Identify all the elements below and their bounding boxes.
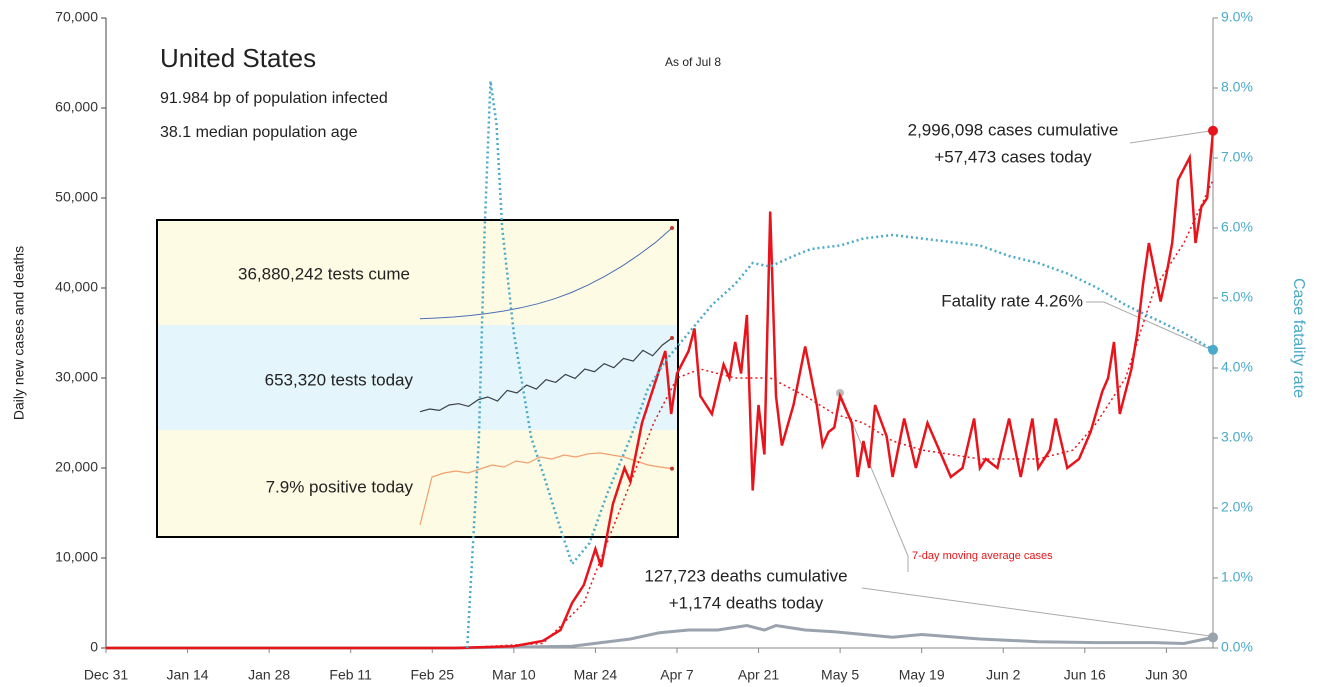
inset-line	[419, 227, 673, 320]
y-tick-label: 60,000	[55, 99, 98, 115]
y2-axis-label: Case fatality rate	[1290, 278, 1307, 398]
annotation: +57,473 cases today	[934, 147, 1092, 166]
subtitle: 38.1 median population age	[160, 124, 358, 141]
x-tick-label: Apr 7	[660, 667, 694, 683]
y2-tick-label: 1.0%	[1221, 569, 1253, 585]
inset-label: 653,320 tests today	[265, 370, 414, 389]
y-tick-label: 0	[90, 639, 98, 655]
inset-line	[419, 337, 673, 413]
series-line	[106, 130, 1215, 650]
x-tick-label: Jan 14	[167, 667, 209, 683]
inset-band	[157, 220, 678, 325]
x-tick-label: Jun 16	[1064, 667, 1106, 683]
y-tick-label: 20,000	[55, 459, 98, 475]
inset-band	[157, 325, 678, 430]
date-note: As of Jul 8	[665, 55, 721, 69]
x-tick-label: May 5	[821, 667, 859, 683]
y-tick-label: 30,000	[55, 369, 98, 385]
leader-line	[1129, 130, 1211, 144]
annotation: 2,996,098 cases cumulative	[908, 120, 1119, 139]
annotation: +1,174 deaths today	[669, 593, 824, 612]
y-tick-label: 10,000	[55, 549, 98, 565]
inset-end-dot	[670, 336, 674, 340]
end-dot	[1208, 344, 1218, 355]
annotation: 7-day moving average cases	[912, 550, 1053, 562]
annotation: Fatality rate 4.26%	[941, 291, 1083, 310]
x-tick-label: Feb 25	[410, 667, 454, 683]
x-tick-label: Feb 11	[329, 667, 372, 683]
y2-tick-label: 4.0%	[1221, 359, 1253, 375]
inset-frame	[156, 219, 679, 538]
series-line	[465, 80, 1214, 649]
leader-line	[861, 587, 1211, 637]
y2-tick-label: 0.0%	[1221, 639, 1253, 655]
series-line	[106, 623, 1214, 650]
x-tick-label: Jan 28	[248, 667, 290, 683]
y2-tick-label: 2.0%	[1221, 499, 1253, 515]
y2-tick-label: 8.0%	[1221, 79, 1253, 95]
inset-line	[419, 452, 673, 526]
x-tick-label: May 19	[899, 667, 945, 683]
inset-end-dot	[670, 466, 674, 471]
inset-band	[157, 430, 678, 537]
annotation: 127,723 deaths cumulative	[644, 566, 847, 585]
leader-line	[1086, 301, 1211, 350]
inset-label: 36,880,242 tests cume	[238, 264, 410, 283]
y2-tick-label: 6.0%	[1221, 219, 1253, 235]
end-dot	[1208, 125, 1218, 136]
y2-tick-label: 7.0%	[1221, 149, 1253, 165]
subtitle: 91.984 bp of population infected	[160, 90, 388, 107]
x-tick-label: Mar 10	[492, 667, 536, 683]
y2-tick-label: 5.0%	[1221, 289, 1253, 305]
chart-title: United States	[160, 43, 316, 73]
x-tick-label: Jun 30	[1145, 667, 1187, 683]
inset-end-dot	[670, 226, 674, 230]
inset-label: 7.9% positive today	[266, 477, 414, 496]
x-tick-label: Jun 2	[986, 667, 1020, 683]
y2-tick-label: 3.0%	[1221, 429, 1253, 445]
y2-tick-label: 9.0%	[1221, 9, 1253, 25]
y-tick-label: 70,000	[55, 9, 98, 25]
end-dot	[1208, 632, 1218, 643]
y-tick-label: 50,000	[55, 189, 98, 205]
x-tick-label: Apr 21	[738, 667, 779, 683]
y-tick-label: 40,000	[55, 279, 98, 295]
x-tick-label: Dec 31	[84, 667, 129, 683]
x-tick-label: Mar 24	[574, 667, 618, 683]
y-axis-label: Daily new cases and deaths	[11, 246, 27, 420]
